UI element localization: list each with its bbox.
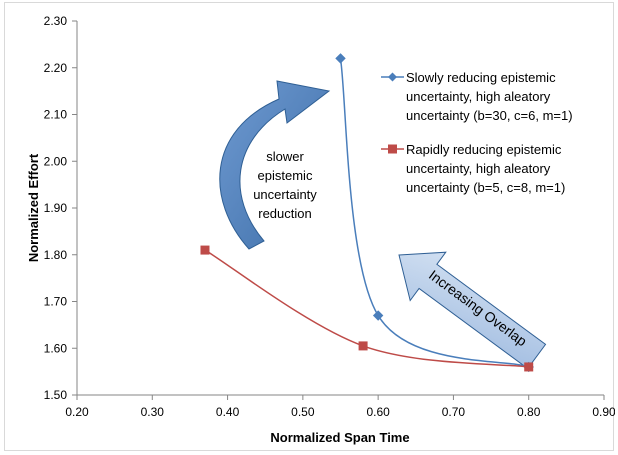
chart-area: Increasing Overlap slower epistemic uncert…: [4, 2, 615, 451]
legend-entry-text: Rapidly reducing epistemic: [406, 142, 562, 157]
x-tick-label: 0.70: [442, 405, 466, 419]
legend-marker-square: [388, 144, 397, 154]
y-tick-label: 2.20: [44, 61, 68, 75]
legend-entry-text: uncertainty (b=30, c=6, m=1): [406, 108, 573, 123]
data-point-square: [524, 362, 534, 372]
annotation-line: reduction: [258, 206, 311, 221]
increasing-overlap-arrow: [398, 251, 547, 370]
y-tick-label: 1.60: [44, 341, 68, 355]
scatter-chart: Increasing Overlap slower epistemic uncert…: [26, 14, 615, 445]
y-tick-label: 1.90: [44, 201, 68, 215]
data-point-diamond: [335, 53, 346, 64]
y-tick-label: 2.10: [44, 108, 68, 122]
x-tick-label: 0.90: [592, 405, 615, 419]
annotation-line: uncertainty: [253, 187, 317, 202]
data-point-square: [200, 245, 210, 255]
increasing-overlap-label: Increasing Overlap: [426, 267, 530, 350]
y-tick-label: 1.70: [44, 295, 68, 309]
slower-reduction-label: slower epistemic uncertainty reduction: [253, 149, 317, 221]
x-tick-label: 0.20: [65, 405, 89, 419]
x-axis-title: Normalized Span Time: [270, 430, 409, 445]
x-tick-label: 0.30: [141, 405, 165, 419]
series-line-1: [339, 58, 529, 368]
legend-entry-text: uncertainty, high aleatory: [406, 161, 551, 176]
legend-marker-diamond: [388, 72, 397, 82]
y-tick-label: 1.80: [44, 248, 68, 262]
x-tick-label: 0.50: [291, 405, 315, 419]
data-point-square: [358, 341, 368, 351]
annotation-line: epistemic: [258, 168, 313, 183]
legend: Slowly reducing epistemic uncertainty, hi…: [381, 70, 573, 195]
y-tick-label: 2.30: [44, 14, 68, 28]
y-axis-title: Normalized Effort: [26, 153, 41, 262]
annotation-line: slower: [266, 149, 304, 164]
legend-entry-text: uncertainty, high aleatory: [406, 89, 551, 104]
x-tick-label: 0.60: [366, 405, 390, 419]
curved-arrow: [219, 80, 331, 250]
x-tick-label: 0.80: [517, 405, 541, 419]
y-tick-label: 2.00: [44, 154, 68, 168]
y-tick-label: 1.50: [44, 388, 68, 402]
legend-entry-text: Slowly reducing epistemic: [406, 70, 556, 85]
x-tick-label: 0.40: [216, 405, 240, 419]
legend-entry-text: uncertainty (b=5, c=8, m=1): [406, 180, 565, 195]
data-point-diamond: [372, 310, 384, 321]
